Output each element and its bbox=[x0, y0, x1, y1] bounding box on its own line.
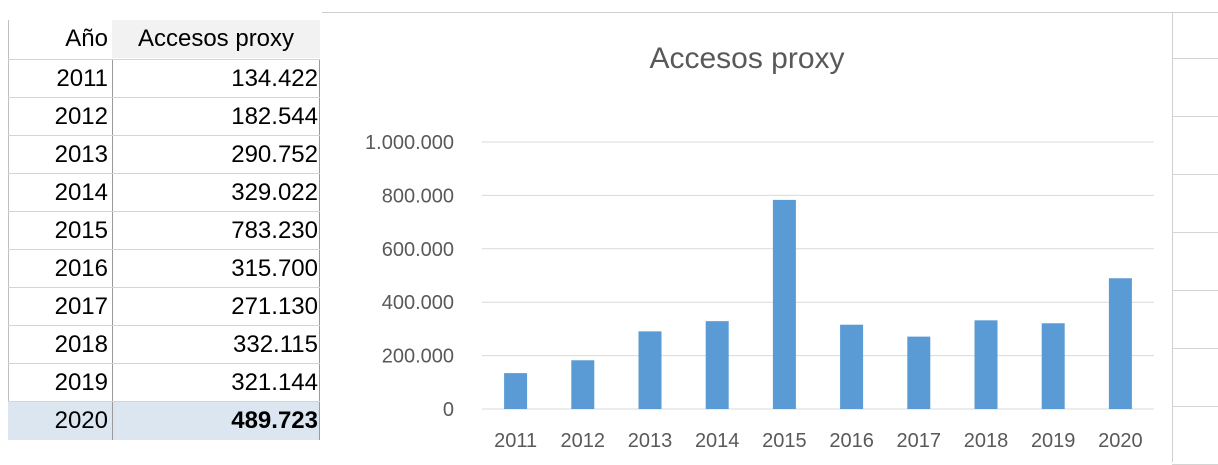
table-row: 2018 332.115 bbox=[8, 325, 320, 364]
x-tick-label: 2011 bbox=[494, 430, 537, 452]
cell-separator bbox=[112, 364, 113, 402]
header-year[interactable]: Año bbox=[65, 25, 108, 52]
cell-year[interactable]: 2013 bbox=[54, 141, 108, 168]
x-tick-label: 2012 bbox=[561, 430, 606, 452]
cell-year[interactable]: 2015 bbox=[54, 217, 108, 244]
x-tick-label: 2016 bbox=[829, 430, 874, 452]
cell-right-border bbox=[319, 326, 320, 364]
y-tick-label: 400.000 bbox=[382, 292, 454, 314]
sheet-gridline bbox=[1172, 406, 1218, 407]
cell-year[interactable]: 2014 bbox=[54, 179, 108, 206]
y-tick-label: 800.000 bbox=[382, 185, 454, 207]
sheet-right-column-border bbox=[1172, 12, 1173, 462]
cell-year[interactable]: 2016 bbox=[54, 255, 108, 282]
cell-separator bbox=[112, 98, 113, 136]
sheet-gridline bbox=[1172, 174, 1218, 175]
sheet-top-rule bbox=[322, 12, 1218, 13]
cell-right-border bbox=[319, 364, 320, 402]
cell-year[interactable]: 2020 bbox=[54, 407, 108, 434]
cell-right-border bbox=[319, 212, 320, 250]
cell-separator bbox=[112, 212, 113, 250]
y-tick-label: 1.000.000 bbox=[365, 132, 454, 154]
bar[interactable] bbox=[772, 199, 796, 409]
sheet-gridline bbox=[1172, 290, 1218, 291]
x-tick-label: 2018 bbox=[964, 430, 1009, 452]
cell-accesos[interactable]: 321.144 bbox=[231, 369, 318, 396]
cell-right-border bbox=[319, 288, 320, 326]
bar[interactable] bbox=[504, 373, 528, 409]
table-row: 2012 182.544 bbox=[8, 97, 320, 136]
cell-accesos[interactable]: 290.752 bbox=[231, 141, 318, 168]
sheet-gridline bbox=[1172, 116, 1218, 117]
cell-year[interactable]: 2011 bbox=[56, 65, 108, 92]
x-tick-label: 2015 bbox=[762, 430, 807, 452]
cell-separator bbox=[112, 250, 113, 288]
cell-separator bbox=[112, 136, 113, 174]
cell-separator bbox=[112, 402, 113, 440]
cell-separator bbox=[112, 174, 113, 212]
y-tick-label: 600.000 bbox=[382, 239, 454, 261]
cell-accesos[interactable]: 134.422 bbox=[231, 65, 318, 92]
bar[interactable] bbox=[974, 320, 998, 409]
cell-year[interactable]: 2019 bbox=[54, 369, 108, 396]
bar[interactable] bbox=[840, 324, 864, 409]
y-tick-label: 200.000 bbox=[382, 346, 454, 368]
cell-accesos[interactable]: 315.700 bbox=[231, 255, 318, 282]
table-row: 2011 134.422 bbox=[8, 59, 320, 98]
table-header-row: Año Accesos proxy bbox=[8, 20, 320, 58]
x-tick-label: 2017 bbox=[897, 430, 942, 452]
cell-year[interactable]: 2017 bbox=[54, 293, 108, 320]
bar[interactable] bbox=[1041, 323, 1065, 409]
header-accesos[interactable]: Accesos proxy bbox=[112, 20, 320, 58]
cell-accesos[interactable]: 332.115 bbox=[233, 331, 318, 358]
table-row: 2013 290.752 bbox=[8, 135, 320, 174]
sheet-gridline bbox=[1172, 58, 1218, 59]
x-tick-label: 2014 bbox=[695, 430, 740, 452]
bar-chart: 0 200.000 400.000 600.000 800.000 1.000.000 20… bbox=[365, 132, 1154, 452]
cell-accesos[interactable]: 489.723 bbox=[231, 407, 318, 434]
bar[interactable] bbox=[571, 360, 595, 409]
bar[interactable] bbox=[705, 321, 729, 409]
cell-right-border bbox=[319, 402, 320, 440]
table-row: 2017 271.130 bbox=[8, 287, 320, 326]
cell-separator bbox=[112, 288, 113, 326]
chart-title: Accesos proxy bbox=[649, 42, 845, 75]
cell-right-border bbox=[319, 174, 320, 212]
cell-accesos[interactable]: 182.544 bbox=[231, 103, 318, 130]
cell-accesos[interactable]: 783.230 bbox=[231, 217, 318, 244]
cell-right-border bbox=[319, 60, 320, 98]
cell-year[interactable]: 2018 bbox=[54, 331, 108, 358]
x-tick-label: 2013 bbox=[628, 430, 673, 452]
table-row: 2019 321.144 bbox=[8, 363, 320, 402]
data-table: Año Accesos proxy 2011 134.422 2012 182.544… bbox=[8, 20, 320, 462]
cell-separator bbox=[112, 60, 113, 98]
sheet-gridline bbox=[1172, 232, 1218, 233]
chart-area[interactable]: Accesos proxy 0 200.000 400.000 600.000 800.… bbox=[324, 14, 1170, 462]
x-tick-label: 2020 bbox=[1098, 430, 1143, 452]
table-row: 2014 329.022 bbox=[8, 173, 320, 212]
y-tick-label: 0 bbox=[443, 399, 454, 421]
table-row: 2016 315.700 bbox=[8, 249, 320, 288]
bar[interactable] bbox=[1108, 278, 1132, 409]
cell-separator bbox=[112, 326, 113, 364]
sheet-gridline bbox=[1172, 348, 1218, 349]
table-row: 2015 783.230 bbox=[8, 211, 320, 250]
cell-right-border bbox=[319, 98, 320, 136]
cell-right-border bbox=[319, 250, 320, 288]
cell-accesos[interactable]: 329.022 bbox=[231, 179, 318, 206]
cell-year[interactable]: 2012 bbox=[54, 103, 108, 130]
cell-accesos[interactable]: 271.130 bbox=[231, 293, 318, 320]
bar[interactable] bbox=[907, 336, 931, 409]
table-left-border bbox=[8, 20, 9, 430]
bar[interactable] bbox=[638, 331, 662, 409]
table-row: 2020 489.723 bbox=[8, 401, 320, 440]
x-tick-label: 2019 bbox=[1031, 430, 1076, 452]
cell-right-border bbox=[319, 136, 320, 174]
